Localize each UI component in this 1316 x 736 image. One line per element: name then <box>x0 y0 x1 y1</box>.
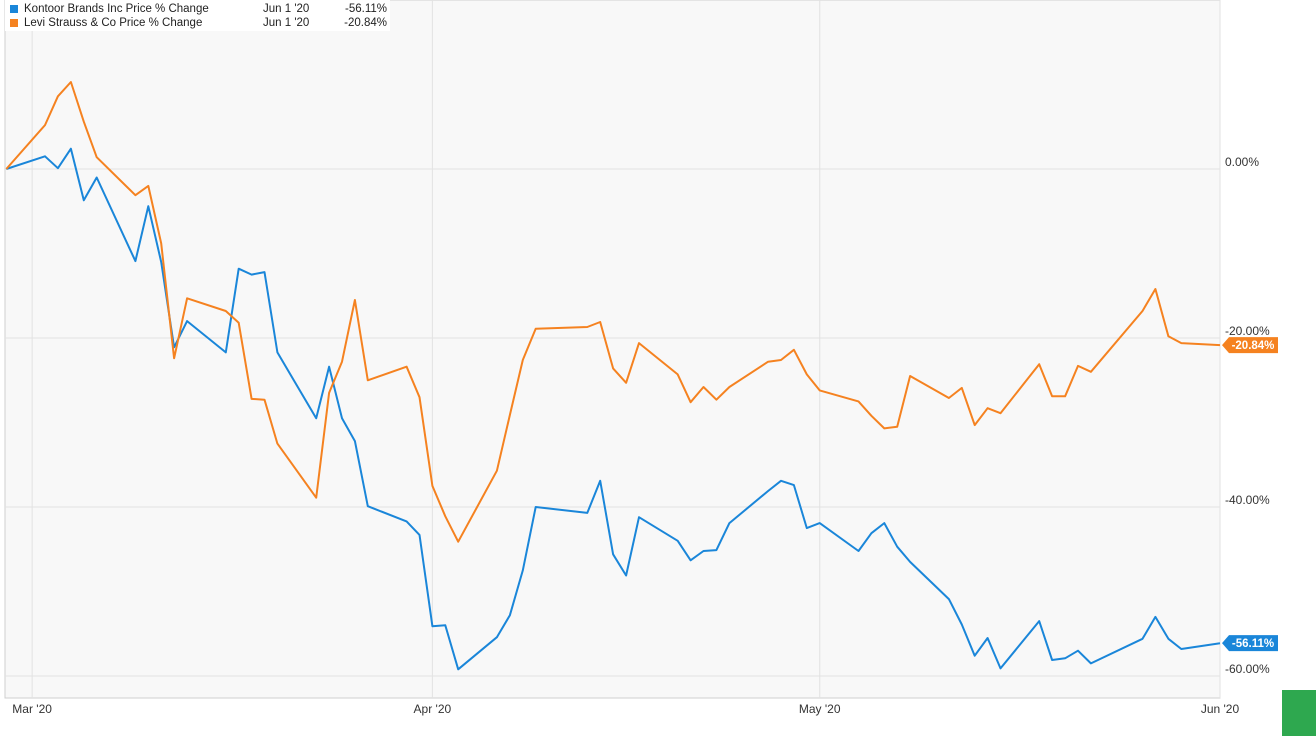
plot-area <box>4 0 1221 699</box>
end-flag-label: -20.84% <box>1232 340 1275 352</box>
legend: Kontoor Brands Inc Price % Change Jun 1 '… <box>5 0 390 31</box>
end-flag-label: -56.11% <box>1232 638 1274 650</box>
y-tick-label: -60.00% <box>1225 662 1270 676</box>
end-flags: -56.11% -20.84% <box>1222 337 1278 652</box>
y-tick-label: 0.00% <box>1225 155 1259 169</box>
legend-name: Kontoor Brands Inc Price % Change <box>24 3 209 15</box>
legend-date: Jun 1 '20 <box>263 3 309 15</box>
y-tick-label: -40.00% <box>1225 493 1270 507</box>
x-tick-label: Jun '20 <box>1201 702 1240 716</box>
x-tick-label: Mar '20 <box>12 702 52 716</box>
legend-value: -56.11% <box>345 3 387 15</box>
chat-button[interactable] <box>1282 690 1316 736</box>
legend-swatch <box>10 19 18 27</box>
y-tick-label: -20.00% <box>1225 324 1270 338</box>
legend-date: Jun 1 '20 <box>263 17 309 29</box>
series-line <box>5 147 1221 671</box>
lines <box>5 81 1221 671</box>
x-tick-label: Apr '20 <box>414 702 452 716</box>
legend-bg <box>5 0 390 31</box>
series-line <box>5 81 1221 543</box>
x-tick-label: May '20 <box>799 702 841 716</box>
legend-swatch <box>10 5 18 13</box>
legend-name: Levi Strauss & Co Price % Change <box>24 17 202 29</box>
legend-value: -20.84% <box>344 17 387 29</box>
end-flag <box>1222 635 1278 652</box>
end-flag <box>1222 337 1278 354</box>
